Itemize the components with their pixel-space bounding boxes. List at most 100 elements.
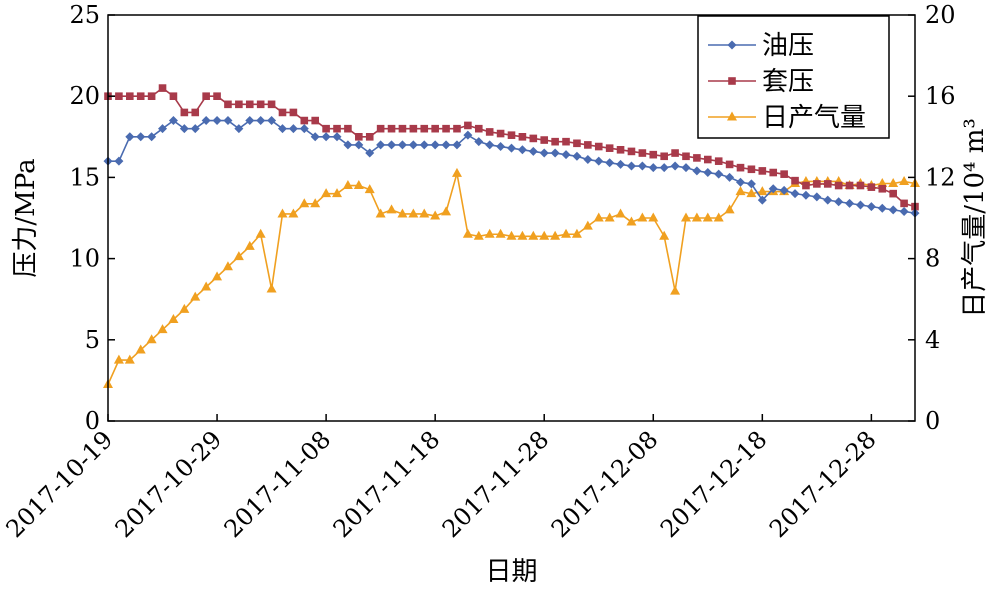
- data-point-marker: [605, 144, 614, 152]
- data-point-marker: [126, 92, 134, 100]
- data-point-marker: [769, 168, 778, 177]
- data-point-marker: [146, 334, 157, 344]
- data-point-marker: [670, 161, 680, 171]
- data-point-marker: [528, 230, 539, 240]
- data-point-marker: [768, 184, 778, 194]
- data-point-marker: [660, 152, 668, 161]
- data-point-marker: [813, 180, 821, 188]
- data-point-marker: [484, 228, 495, 238]
- legend-label: 日产气量: [762, 103, 866, 133]
- data-point-marker: [561, 150, 571, 160]
- data-point-marker: [223, 116, 233, 126]
- data-point-marker: [593, 212, 604, 222]
- series-1: [104, 84, 919, 211]
- data-point-marker: [157, 324, 168, 334]
- data-point-marker: [474, 137, 484, 147]
- x-tick-label: 2017-11-28: [437, 425, 555, 543]
- data-point-marker: [190, 124, 200, 134]
- data-point-marker: [180, 108, 189, 117]
- data-point-marker: [594, 142, 603, 151]
- data-point-marker: [735, 186, 746, 196]
- data-point-marker: [355, 133, 363, 141]
- y-right-tick-label: 12: [925, 163, 956, 191]
- data-point-marker: [867, 183, 876, 191]
- x-tick-label: 2017-11-08: [219, 425, 337, 543]
- data-point-marker: [158, 84, 167, 92]
- data-point-marker: [376, 140, 386, 150]
- data-point-marker: [626, 161, 636, 171]
- data-point-marker: [855, 200, 865, 210]
- data-point-marker: [888, 177, 899, 187]
- data-point-marker: [169, 92, 178, 100]
- data-point-marker: [507, 131, 516, 139]
- data-point-marker: [692, 166, 702, 176]
- data-point-marker: [256, 116, 266, 126]
- data-point-marker: [387, 140, 397, 150]
- data-point-marker: [343, 140, 353, 150]
- data-point-marker: [179, 303, 190, 313]
- data-point-marker: [702, 212, 713, 222]
- data-point-marker: [517, 230, 528, 240]
- data-point-marker: [572, 151, 582, 161]
- data-point-marker: [703, 168, 713, 178]
- data-point-marker: [462, 228, 473, 238]
- data-point-marker: [757, 195, 767, 205]
- y-right-tick-label: 20: [925, 1, 956, 29]
- data-point-marker: [267, 100, 276, 109]
- data-point-marker: [332, 188, 343, 198]
- x-tick-label: 2017-10-29: [110, 425, 228, 543]
- y-right-tick-label: 16: [925, 82, 956, 110]
- data-point-marker: [605, 158, 615, 168]
- data-point-marker: [888, 205, 898, 215]
- data-point-marker: [266, 283, 277, 293]
- data-point-marker: [245, 100, 254, 109]
- data-point-marker: [812, 192, 822, 202]
- data-point-marker: [375, 208, 386, 218]
- y-right-tick-label: 8: [925, 245, 940, 273]
- data-point-marker: [680, 212, 691, 222]
- data-point-marker: [583, 155, 593, 165]
- data-point-marker: [496, 129, 505, 138]
- data-point-marker: [517, 145, 527, 155]
- y-left-tick-label: 0: [85, 407, 100, 435]
- data-point-marker: [571, 228, 582, 238]
- data-point-marker: [736, 163, 745, 172]
- data-point-marker: [235, 100, 243, 109]
- data-point-marker: [464, 121, 472, 130]
- data-point-marker: [539, 230, 550, 240]
- data-point-marker: [529, 134, 538, 143]
- data-point-marker: [637, 161, 647, 171]
- y-left-tick-label: 15: [69, 163, 100, 191]
- x-tick-label: 2017-12-28: [764, 425, 882, 543]
- x-tick-label: 2017-12-18: [655, 425, 773, 543]
- legend-item-oil-pressure: 油压: [708, 31, 814, 61]
- data-point-marker: [442, 124, 450, 133]
- data-point-marker: [496, 142, 506, 152]
- data-point-marker: [430, 140, 440, 150]
- y-left-tick-label: 10: [69, 245, 100, 273]
- x-tick-label: 2017-10-19: [1, 425, 119, 543]
- data-point-marker: [604, 212, 615, 222]
- data-point-marker: [728, 77, 736, 85]
- data-point-marker: [213, 92, 221, 100]
- data-point-marker: [342, 180, 353, 190]
- data-point-marker: [727, 40, 737, 50]
- data-point-marker: [714, 157, 723, 165]
- data-point-marker: [845, 198, 855, 208]
- data-point-marker: [115, 92, 123, 100]
- data-point-marker: [834, 181, 843, 190]
- data-point-marker: [889, 189, 897, 198]
- data-point-marker: [278, 108, 287, 117]
- data-point-marker: [365, 148, 375, 158]
- data-point-marker: [693, 154, 701, 162]
- data-point-marker: [201, 116, 211, 126]
- data-point-marker: [463, 130, 473, 140]
- data-point-marker: [277, 208, 288, 218]
- data-point-marker: [899, 175, 910, 185]
- data-point-marker: [724, 204, 735, 214]
- data-point-marker: [201, 281, 212, 291]
- x-tick-label: 2017-11-18: [328, 425, 446, 543]
- data-point-marker: [408, 140, 418, 150]
- data-point-marker: [506, 230, 517, 240]
